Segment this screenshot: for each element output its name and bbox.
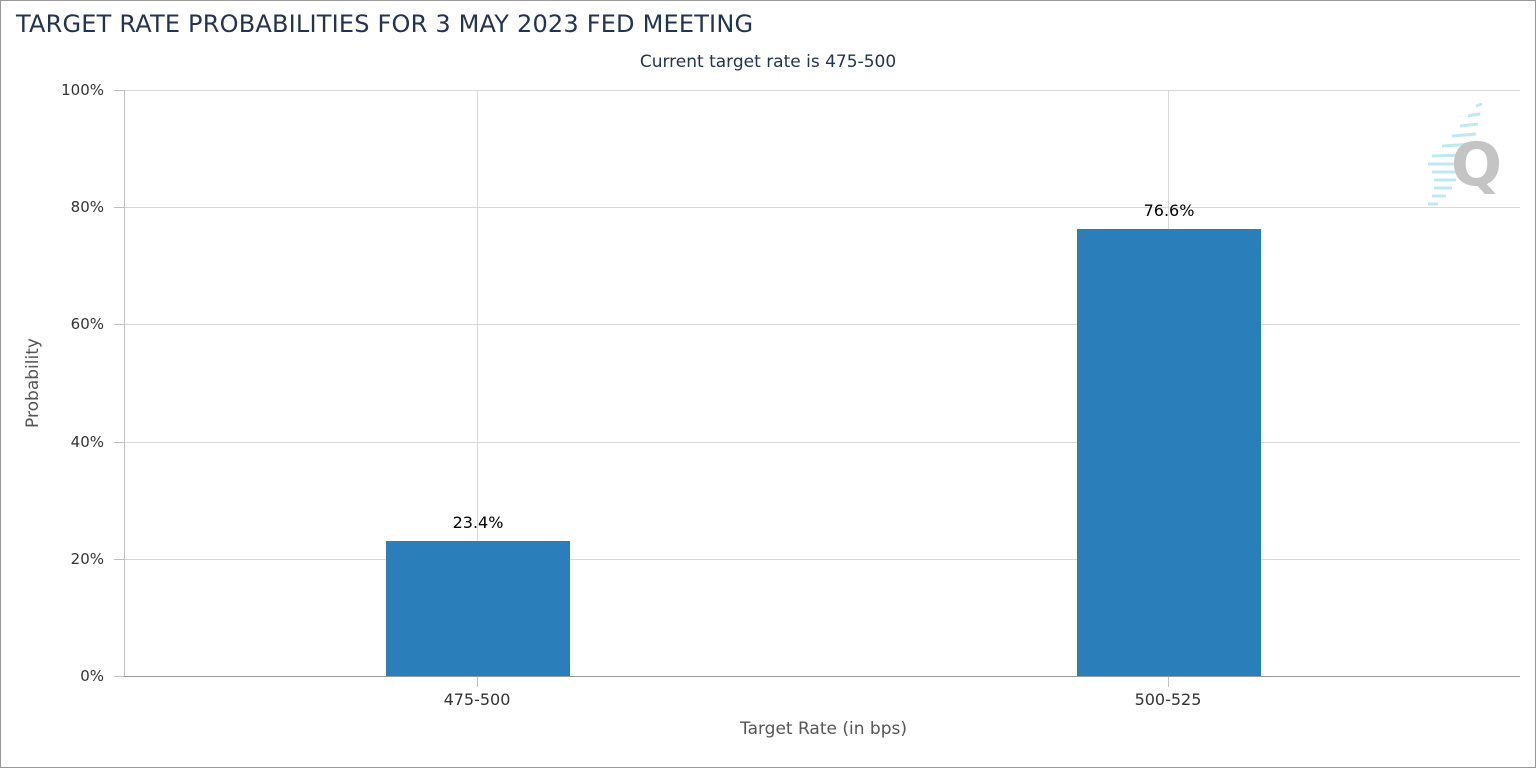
y-tick-0: 0% bbox=[80, 667, 104, 685]
y-tickmark bbox=[114, 442, 124, 443]
y-tick-80: 80% bbox=[70, 198, 104, 216]
chart-title: TARGET RATE PROBABILITIES FOR 3 MAY 2023… bbox=[16, 10, 754, 38]
cme-fedwatch-q-logo-icon: Q bbox=[1428, 102, 1502, 206]
vgridline-475-500 bbox=[477, 90, 478, 676]
bar-475-500[interactable] bbox=[386, 541, 570, 676]
bar-label-475-500: 23.4% bbox=[452, 513, 504, 532]
plot-area bbox=[125, 90, 1520, 676]
gridline-40 bbox=[125, 442, 1520, 443]
bar-label-500-525: 76.6% bbox=[1143, 201, 1195, 220]
x-axis-label: Target Rate (in bps) bbox=[740, 719, 907, 739]
bar-500-525[interactable] bbox=[1077, 229, 1261, 676]
y-tickmark bbox=[114, 90, 124, 91]
x-tick-500-525: 500-525 bbox=[1134, 690, 1202, 709]
y-tickmark bbox=[114, 207, 124, 208]
y-axis-line bbox=[124, 90, 125, 677]
svg-text:Q: Q bbox=[1451, 130, 1502, 200]
y-tick-60: 60% bbox=[70, 315, 104, 333]
y-axis-label: Probability bbox=[23, 338, 43, 428]
y-tickmark bbox=[114, 676, 124, 677]
chart-subtitle: Current target rate is 475-500 bbox=[639, 52, 897, 72]
gridline-80 bbox=[125, 207, 1520, 208]
y-tick-20: 20% bbox=[70, 550, 104, 568]
x-tickmark bbox=[477, 677, 478, 687]
x-tick-475-500: 475-500 bbox=[443, 690, 511, 709]
y-tickmark bbox=[114, 324, 124, 325]
gridline-20 bbox=[125, 559, 1520, 560]
gridline-60 bbox=[125, 324, 1520, 325]
y-tickmark bbox=[114, 559, 124, 560]
y-tick-40: 40% bbox=[70, 433, 104, 451]
x-axis-line bbox=[124, 676, 1520, 677]
x-tickmark bbox=[1168, 677, 1169, 687]
y-tick-100: 100% bbox=[61, 81, 104, 99]
gridline-100 bbox=[125, 90, 1520, 91]
